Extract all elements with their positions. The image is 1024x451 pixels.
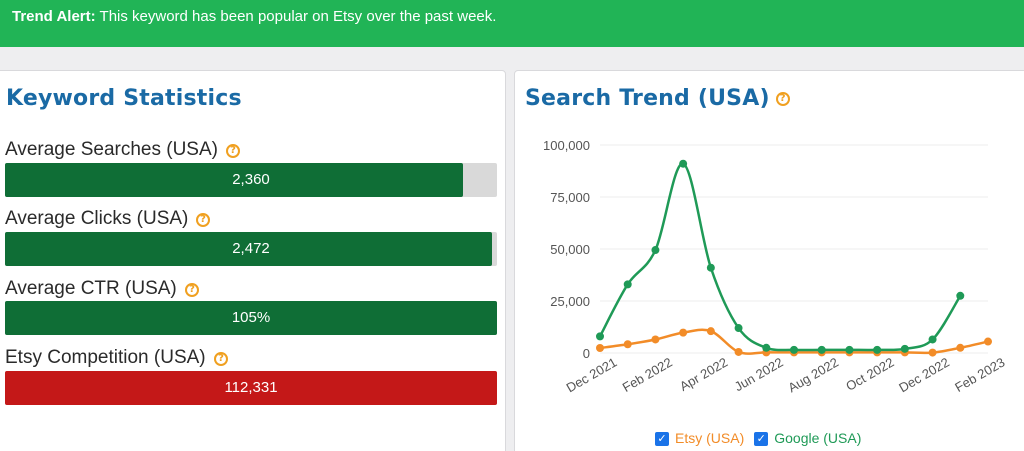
stat-bar: 2,472 <box>5 232 497 266</box>
x-tick-label: Feb 2023 <box>952 355 1007 395</box>
data-point-google <box>900 344 909 353</box>
data-point-etsy <box>956 343 965 352</box>
data-point-google <box>873 345 882 354</box>
help-icon[interactable]: ? <box>214 352 228 366</box>
data-point-google <box>762 343 771 352</box>
x-tick-label: Aug 2022 <box>785 355 841 396</box>
y-tick-label: 0 <box>583 346 590 361</box>
data-point-google <box>790 345 798 354</box>
data-point-google <box>928 335 937 344</box>
stat-value: 105% <box>231 309 271 326</box>
stat-label: Average Searches (USA) <box>5 139 218 160</box>
data-point-etsy <box>679 328 688 337</box>
y-tick-label: 25,000 <box>550 294 590 309</box>
data-point-etsy <box>984 337 992 346</box>
data-point-google <box>817 345 826 354</box>
stat-value: 2,360 <box>232 171 270 188</box>
etsy-checkbox-icon[interactable]: ✓ <box>655 432 669 447</box>
stat-bar: 105% <box>5 301 497 335</box>
stat-bar-fill <box>5 163 463 197</box>
x-tick-label: Oct 2022 <box>843 355 896 394</box>
help-icon[interactable]: ? <box>226 144 240 158</box>
data-point-google <box>706 263 715 272</box>
stat-label: Average CTR (USA) <box>5 278 177 299</box>
x-tick-label: Dec 2022 <box>896 355 952 396</box>
stat-value: 2,472 <box>232 240 270 257</box>
trend-alert-text: This keyword has been popular on Etsy ov… <box>99 8 497 25</box>
help-icon[interactable]: ? <box>196 213 210 227</box>
data-point-etsy <box>706 327 715 336</box>
keyword-statistics-title: Keyword Statistics <box>6 86 242 111</box>
data-point-etsy <box>734 347 743 356</box>
x-tick-label: Apr 2022 <box>677 355 730 394</box>
series-line-google <box>598 162 962 352</box>
x-tick-label: Dec 2021 <box>564 355 620 396</box>
data-point-google <box>679 159 688 168</box>
data-point-google <box>845 345 854 354</box>
google-checkbox-icon[interactable]: ✓ <box>754 432 769 447</box>
legend-google[interactable]: ✓ Google (USA) <box>754 430 861 447</box>
stat-bar-fill <box>5 232 493 266</box>
y-tick-label: 50,000 <box>550 242 590 257</box>
data-point-google <box>596 332 604 341</box>
data-point-etsy <box>596 344 604 353</box>
data-point-google <box>734 324 743 333</box>
data-point-etsy <box>623 340 632 349</box>
y-tick-label: 100,000 <box>543 138 590 153</box>
search-trend-panel <box>514 70 1024 451</box>
stat-bar-fill <box>5 301 497 335</box>
data-point-google <box>956 291 965 300</box>
data-point-etsy <box>651 335 660 344</box>
x-tick-label: Feb 2022 <box>620 355 675 395</box>
data-point-google <box>623 280 632 289</box>
help-icon[interactable]: ? <box>185 283 199 297</box>
stat-bar-fill <box>5 371 497 405</box>
chart-legend: ✓ Etsy (USA) ✓ Google (USA) <box>655 430 861 447</box>
stat-value: 112,331 <box>224 379 278 396</box>
help-icon[interactable]: ? <box>775 92 790 106</box>
legend-etsy[interactable]: ✓ Etsy (USA) <box>655 430 744 447</box>
search-trend-title: Search Trend (USA)? <box>525 86 790 111</box>
stat-bar: 2,360 <box>5 163 497 197</box>
y-tick-label: 75,000 <box>550 190 590 205</box>
stat-label: Etsy Competition (USA) <box>5 347 206 368</box>
trend-alert-label: Trend Alert: <box>12 8 96 25</box>
stat-bar: 112,331 <box>5 371 497 405</box>
data-point-etsy <box>928 348 937 357</box>
x-tick-label: Jun 2022 <box>732 355 786 395</box>
stat-label: Average Clicks (USA) <box>5 208 189 229</box>
trend-alert-banner: Trend Alert: This keyword has been popul… <box>0 0 1024 47</box>
data-point-google <box>651 246 660 255</box>
